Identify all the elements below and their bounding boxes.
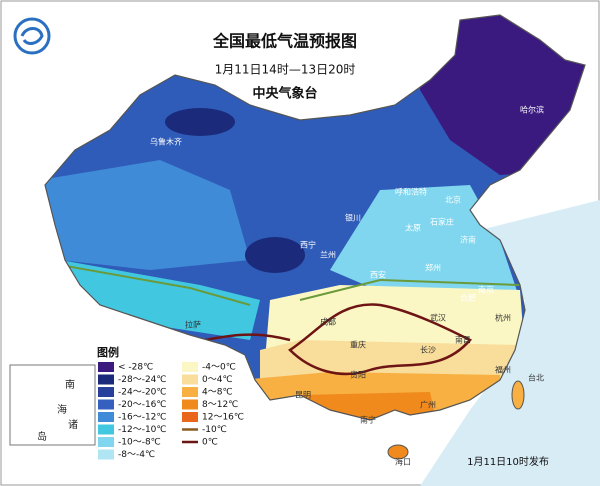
hainan [387, 444, 409, 460]
legend-swatch [98, 399, 114, 410]
city-label: 呼和浩特 [395, 187, 427, 197]
city-label: 长沙 [420, 345, 436, 355]
title: 全国最低气温预报图 [212, 32, 357, 51]
subtitle: 1月11日14时—13日20时 [215, 63, 356, 77]
city-label: 哈尔滨 [520, 105, 544, 115]
city-label: 郑州 [425, 263, 441, 273]
issued-time: 1月11日10时发布 [467, 455, 549, 468]
city-label: 南宁 [360, 415, 376, 425]
issuer: 中央气象台 [252, 86, 317, 102]
city-label: 西安 [370, 270, 386, 280]
inset-label: 诸 [68, 419, 78, 431]
legend-label: -20～-16℃ [118, 400, 167, 410]
city-label: 昆明 [295, 391, 311, 400]
city-label: 兰州 [320, 250, 336, 260]
legend-label: -10～-8℃ [118, 438, 161, 448]
legend-swatch [98, 437, 114, 447]
city-label: 银川 [345, 213, 361, 223]
city-label: 西宁 [300, 240, 316, 250]
inset-label: 南 [65, 378, 75, 391]
legend-swatch [182, 374, 198, 385]
city-label: 贵阳 [350, 370, 366, 380]
legend-label: < -28℃ [118, 363, 153, 373]
legend-swatch [98, 424, 114, 435]
legend-swatch [98, 449, 114, 460]
city-label: 福州 [495, 366, 511, 375]
city-label: 成都 [320, 317, 336, 327]
legend-swatch [182, 387, 198, 397]
legend-label: -24～-20℃ [118, 388, 167, 398]
legend-swatch [182, 362, 198, 372]
legend: < -28℃ -28～-24℃ -24～-20℃ -20～-16℃ -16～-12℃ -1… [98, 362, 244, 460]
legend-label: -16～-12℃ [118, 413, 167, 423]
legend-swatch [98, 412, 114, 422]
city-label: 杭州 [495, 313, 511, 323]
legend-label: 8～12℃ [202, 400, 238, 410]
city-label: 乌鲁木齐 [150, 137, 182, 147]
legend-label: 0～4℃ [202, 375, 233, 385]
legend-title: 图例 [97, 345, 119, 359]
city-label: 海口 [395, 457, 411, 467]
legend-label: 0℃ [202, 438, 218, 448]
logo-swirl [20, 27, 44, 45]
legend-label: -8～-4℃ [118, 450, 155, 460]
legend-swatch [98, 374, 114, 385]
inset-box [9, 364, 96, 446]
logo [13, 17, 51, 55]
legend-swatch [182, 399, 198, 410]
legend-label: -28～-24℃ [118, 375, 167, 385]
legend-label: 12～16℃ [202, 413, 244, 423]
legend-label: 4～8℃ [202, 388, 233, 398]
legend-label: -12～-10℃ [118, 425, 167, 435]
city-label: 合肥 [460, 293, 476, 303]
taiwan [511, 380, 525, 410]
city-label: 济南 [460, 235, 476, 245]
city-label: 北京 [445, 195, 461, 205]
city-label: 石家庄 [430, 217, 454, 227]
legend-swatch [98, 387, 114, 397]
legend-swatch [98, 362, 114, 372]
city-label: 太原 [405, 223, 421, 233]
legend-label: -10℃ [202, 425, 227, 435]
inset-label: 岛 [37, 430, 47, 443]
city-label: 南昌 [455, 335, 471, 345]
legend-label: -4～0℃ [202, 363, 236, 373]
inset-label: 海 [57, 403, 67, 416]
city-label: 拉萨 [185, 320, 201, 330]
city-label: 台北 [528, 373, 544, 383]
city-label: 南京 [478, 285, 494, 295]
city-label: 广州 [420, 400, 436, 410]
sea [420, 200, 600, 486]
city-label: 重庆 [350, 340, 366, 350]
legend-swatch [182, 412, 198, 422]
city-label: 武汉 [430, 313, 446, 323]
